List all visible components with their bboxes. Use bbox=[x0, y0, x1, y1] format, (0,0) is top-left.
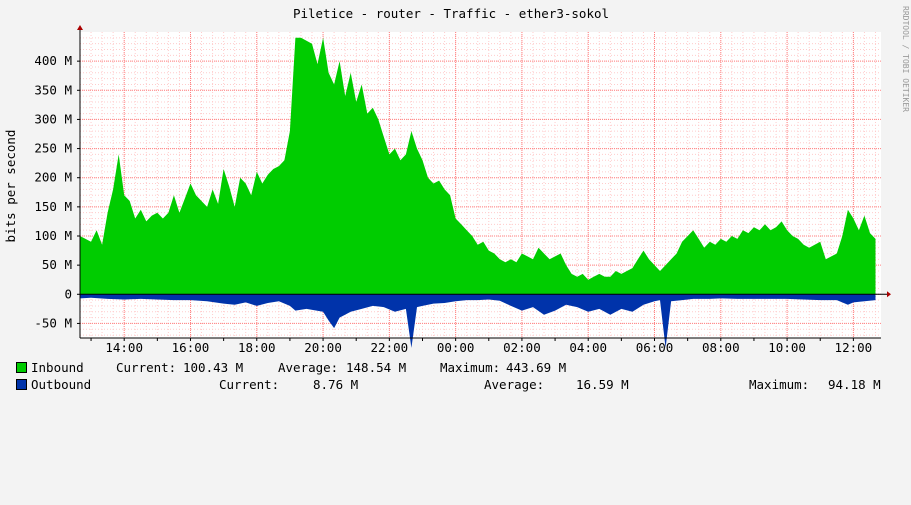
inbound-area bbox=[80, 37, 876, 295]
legend-outbound-maximum-label: Maximum: bbox=[749, 377, 810, 392]
y-tick-label: 100 M bbox=[34, 228, 72, 243]
legend-outbound-maximum: 94.18 M bbox=[828, 377, 881, 392]
x-tick-label: 04:00 bbox=[569, 340, 607, 355]
y-tick-label: 50 M bbox=[42, 257, 72, 272]
legend-outbound-current: 8.76 M bbox=[313, 377, 359, 392]
x-tick-label: 18:00 bbox=[238, 340, 276, 355]
x-tick-label: 12:00 bbox=[835, 340, 873, 355]
x-tick-label: 20:00 bbox=[304, 340, 342, 355]
legend-inbound: Inbound Current: 100.43 M Average: 148.5… bbox=[16, 360, 566, 376]
y-axis-label: bits per second bbox=[3, 130, 18, 243]
rrdtool-credit: RRDTOOL / TOBI OETIKER bbox=[901, 6, 910, 112]
legend-inbound-current-label: Current: bbox=[116, 360, 177, 375]
legend-inbound-maximum-label: Maximum: bbox=[440, 360, 501, 375]
chart-title: Piletice - router - Traffic - ether3-sok… bbox=[293, 6, 609, 21]
inbound-swatch bbox=[16, 362, 27, 373]
x-tick-label: 16:00 bbox=[172, 340, 210, 355]
x-tick-labels: 14:00 16:00 18:00 20:00 22:00 00:00 02:00 04:00… bbox=[105, 340, 872, 355]
x-axis-arrow bbox=[887, 291, 891, 298]
x-tick-label: 02:00 bbox=[503, 340, 541, 355]
x-tick-label: 22:00 bbox=[371, 340, 409, 355]
legend-inbound-average-label: Average: bbox=[278, 360, 339, 375]
y-tick-label: 250 M bbox=[34, 141, 72, 156]
legend-inbound-name: Inbound bbox=[31, 360, 84, 375]
traffic-graph: -50 M 0 50 M 100 M 150 M 200 M 250 M 300 M 350 M… bbox=[3, 6, 910, 355]
legend-inbound-average: 148.54 M bbox=[346, 360, 407, 375]
legend-inbound-maximum: 443.69 M bbox=[506, 360, 567, 375]
legend-outbound-average-label: Average: bbox=[484, 377, 545, 392]
y-tick-label: -50 M bbox=[34, 315, 72, 330]
legend-outbound-current-label: Current: bbox=[219, 377, 280, 392]
y-axis-arrow bbox=[77, 25, 83, 30]
y-tick-labels: -50 M 0 50 M 100 M 150 M 200 M 250 M 300 M 350 M… bbox=[34, 53, 72, 330]
axes bbox=[77, 25, 891, 341]
x-tick-label: 06:00 bbox=[636, 340, 674, 355]
y-tick-label: 350 M bbox=[34, 82, 72, 97]
y-tick-label: 0 bbox=[64, 286, 72, 301]
legend-outbound: Outbound Current: 8.76 M Average: 16.59 … bbox=[16, 377, 881, 393]
x-tick-label: 00:00 bbox=[437, 340, 475, 355]
x-tick-label: 10:00 bbox=[768, 340, 806, 355]
y-tick-label: 300 M bbox=[34, 111, 72, 126]
y-tick-label: 150 M bbox=[34, 199, 72, 214]
legend-inbound-current: 100.43 M bbox=[183, 360, 244, 375]
y-tick-label: 400 M bbox=[34, 53, 72, 68]
y-tick-label: 200 M bbox=[34, 170, 72, 185]
x-tick-label: 08:00 bbox=[702, 340, 740, 355]
outbound-swatch bbox=[16, 379, 27, 390]
x-tick-label: 14:00 bbox=[105, 340, 143, 355]
legend-outbound-name: Outbound bbox=[31, 377, 92, 392]
legend-outbound-average: 16.59 M bbox=[576, 377, 629, 392]
